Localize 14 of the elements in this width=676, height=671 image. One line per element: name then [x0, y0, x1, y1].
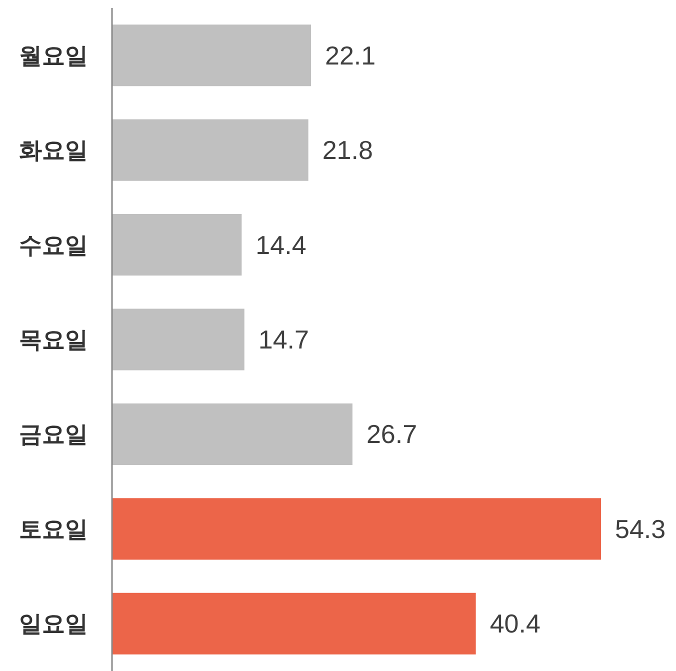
category-label: 금요일	[19, 421, 88, 448]
category-label: 목요일	[19, 326, 88, 352]
data-label: 54.3	[615, 514, 666, 544]
data-label: 22.1	[325, 40, 376, 70]
category-label: 수요일	[19, 232, 88, 258]
data-label: 14.4	[256, 230, 306, 260]
data-label: 21.8	[322, 135, 373, 166]
data-label: 26.7	[366, 419, 418, 450]
data-label: 40.4	[490, 608, 540, 639]
data-label: 14.7	[258, 324, 309, 354]
category-label: 일요일	[19, 610, 88, 637]
category-label: 토요일	[19, 516, 88, 542]
category-label: 화요일	[19, 137, 88, 164]
category-label: 월요일	[19, 42, 88, 68]
